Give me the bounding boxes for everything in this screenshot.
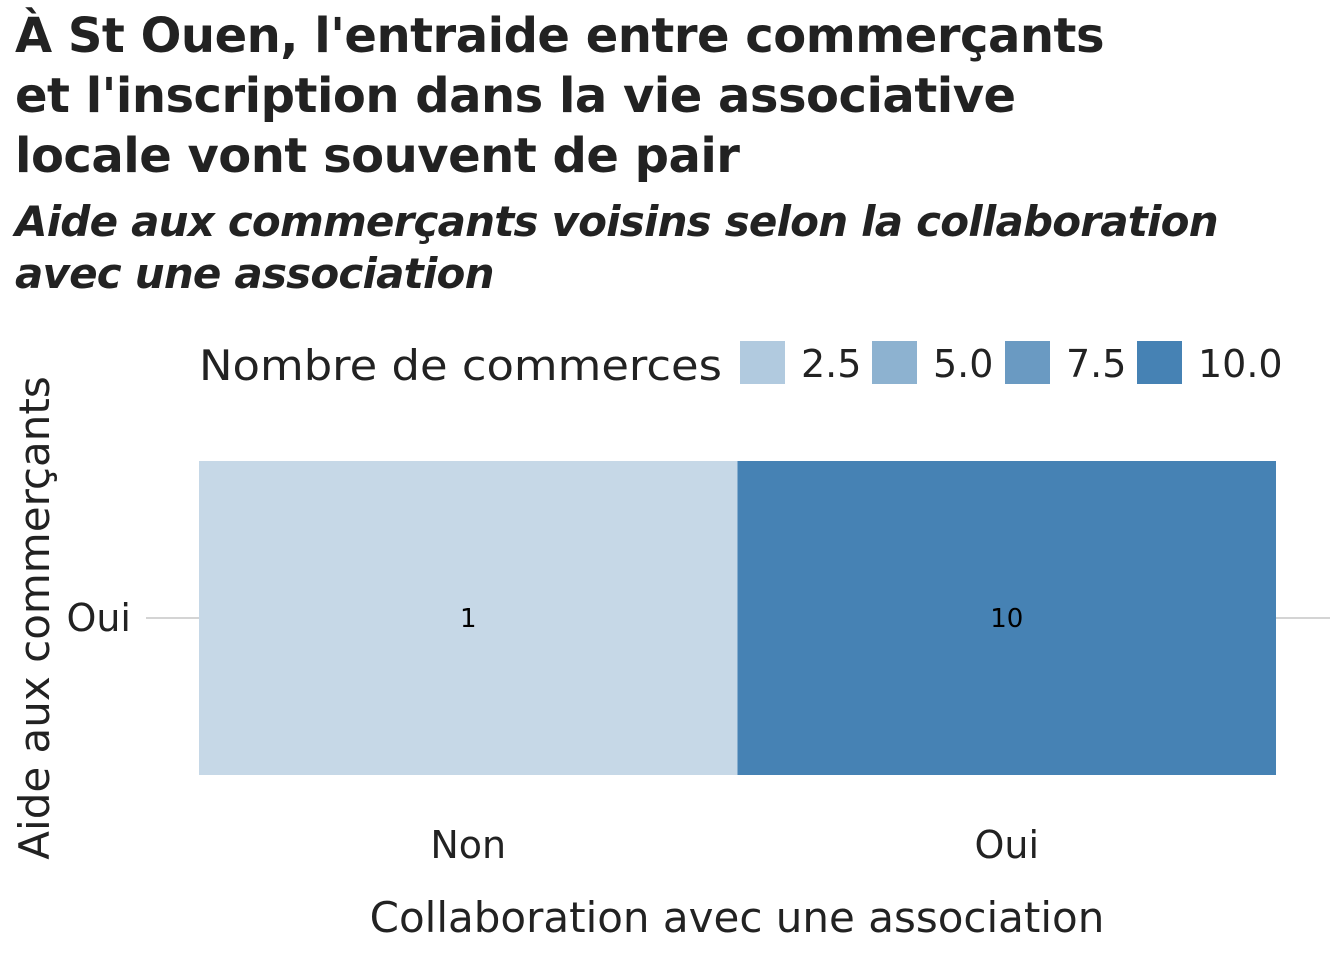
y-axis-ticks: Oui	[66, 596, 131, 640]
y-tick-label: Oui	[66, 596, 131, 640]
x-tick-label: Oui	[974, 823, 1039, 867]
legend-swatch	[1137, 341, 1182, 384]
heatmap-cell	[199, 461, 738, 775]
title-line: À St Ouen, l'entraide entre commerçants	[15, 8, 1105, 64]
heatmap-cells	[199, 461, 1276, 775]
legend-swatch	[740, 341, 785, 384]
legend-label: 5.0	[933, 342, 993, 386]
title-line: et l'inscription dans la vie associative	[15, 68, 1016, 124]
title-line: locale vont souvent de pair	[15, 128, 740, 184]
legend-swatch	[872, 341, 917, 384]
chart-title: À St Ouen, l'entraide entre commerçants …	[15, 6, 1315, 186]
x-axis-ticks: Non Oui	[430, 823, 1039, 867]
subtitle-line: avec une association	[15, 249, 495, 298]
chart-subtitle: Aide aux commerçants voisins selon la co…	[15, 196, 1315, 300]
y-axis-label: Aide aux commerçants	[10, 376, 59, 859]
legend: 2.5 5.0 7.5 10.0	[740, 341, 1283, 386]
x-tick-label: Non	[430, 823, 506, 867]
legend-label: 10.0	[1198, 342, 1283, 386]
legend-swatch	[1005, 341, 1050, 384]
cell-labels: 1 10	[460, 604, 1023, 634]
legend-label: 2.5	[801, 342, 861, 386]
legend-label: 7.5	[1066, 342, 1126, 386]
subtitle-line: Aide aux commerçants voisins selon la co…	[15, 197, 1219, 246]
cell-value-label: 1	[460, 604, 477, 634]
heatmap-cell	[737, 461, 1276, 775]
cell-value-label: 10	[990, 604, 1023, 634]
x-axis-label: Collaboration avec une association	[370, 893, 1105, 942]
legend-title: Nombre de commerces	[199, 341, 722, 390]
